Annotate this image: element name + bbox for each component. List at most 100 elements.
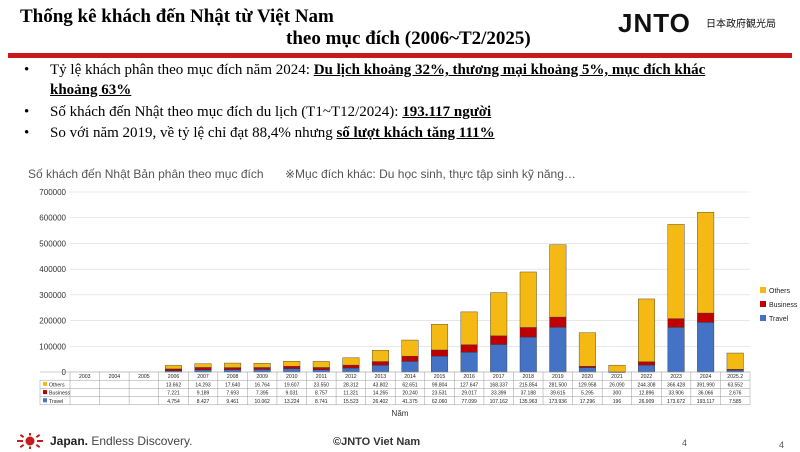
bar-travel-2010 bbox=[283, 368, 301, 373]
data-label: 43.802 bbox=[373, 382, 389, 388]
bar-others-2023 bbox=[667, 224, 685, 319]
data-label: 15.523 bbox=[343, 399, 359, 405]
bar-others-2007 bbox=[194, 363, 212, 368]
bar-business-2023 bbox=[667, 318, 685, 328]
data-label: 62.060 bbox=[432, 399, 448, 405]
data-label: 26.402 bbox=[373, 399, 389, 405]
chart-footnote: ※Mục đích khác: Du học sinh, thực tập si… bbox=[285, 167, 576, 181]
bar-travel-2019 bbox=[549, 327, 567, 373]
data-label: 20.240 bbox=[402, 391, 418, 397]
data-label: 391.990 bbox=[697, 382, 715, 388]
data-label: 10.062 bbox=[255, 399, 271, 405]
bullet-text: Tỷ lệ khách phân theo mục đích năm 2024: bbox=[50, 62, 314, 78]
x-tick-label: 2006 bbox=[168, 374, 180, 380]
data-label: 33.399 bbox=[491, 391, 507, 397]
data-label: 13.224 bbox=[284, 399, 300, 405]
bar-travel-2024 bbox=[697, 322, 715, 373]
data-label: 244.308 bbox=[637, 382, 655, 388]
x-tick-label: 2008 bbox=[227, 374, 239, 380]
x-tick-label: 2017 bbox=[493, 374, 505, 380]
legend-swatch-travel bbox=[760, 315, 766, 321]
x-tick-label: 2018 bbox=[522, 374, 534, 380]
table-legend-swatch-business bbox=[43, 390, 47, 395]
data-label: 19.607 bbox=[284, 382, 300, 388]
bar-travel-2025.2 bbox=[726, 369, 744, 373]
legend-label-others: Others bbox=[769, 288, 791, 295]
bar-others-2021 bbox=[608, 364, 626, 373]
x-tick-label: 2015 bbox=[434, 374, 446, 380]
data-label: 366.428 bbox=[667, 382, 685, 388]
y-tick-label: 600000 bbox=[39, 214, 66, 223]
data-label: 7.395 bbox=[256, 391, 269, 397]
bullet-highlight: Du lịch khoảng 32%, thương mại khoảng 5%… bbox=[313, 62, 706, 78]
data-label: 26.909 bbox=[639, 399, 655, 405]
chart-title: Số khách đến Nhật Bản phân theo mục đích bbox=[28, 167, 264, 181]
bar-others-2025.2 bbox=[726, 352, 744, 370]
data-label: 7.221 bbox=[167, 391, 180, 397]
data-label: 17.640 bbox=[225, 382, 241, 388]
data-label: 4.754 bbox=[167, 399, 180, 405]
data-label: 193.117 bbox=[697, 399, 715, 405]
legend-swatch-others bbox=[760, 287, 766, 293]
x-tick-label: 2005 bbox=[138, 374, 150, 380]
bar-others-2016 bbox=[460, 311, 478, 345]
japan-logo-icon bbox=[17, 433, 43, 449]
bar-travel-2008 bbox=[224, 369, 242, 373]
bar-others-2019 bbox=[549, 244, 567, 318]
bullet-dot: • bbox=[24, 104, 30, 120]
bar-business-2017 bbox=[490, 335, 508, 345]
bar-travel-2020 bbox=[578, 367, 596, 373]
bar-travel-2014 bbox=[401, 361, 419, 373]
bar-others-2008 bbox=[224, 362, 242, 368]
data-label: 135.963 bbox=[519, 399, 537, 405]
y-tick-label: 400000 bbox=[39, 265, 66, 274]
data-label: 77.099 bbox=[461, 399, 477, 405]
data-label: 5.295 bbox=[581, 391, 594, 397]
data-label: 9.031 bbox=[285, 391, 298, 397]
brand-tagline: Endless Discovery. bbox=[88, 434, 193, 448]
data-label: 107.162 bbox=[490, 399, 508, 405]
bullet-dot: • bbox=[24, 125, 30, 141]
x-tick-label: 2023 bbox=[670, 374, 682, 380]
legend-swatch-business bbox=[760, 301, 766, 307]
x-tick-label: 2010 bbox=[286, 374, 298, 380]
bar-business-2008 bbox=[224, 367, 242, 370]
x-tick-label: 2025.2 bbox=[727, 374, 743, 380]
title-divider bbox=[8, 53, 792, 58]
data-label: 168.337 bbox=[490, 382, 508, 388]
data-label: 41.375 bbox=[402, 399, 418, 405]
table-series-label: Others bbox=[49, 382, 65, 388]
bar-travel-2017 bbox=[490, 344, 508, 373]
table-series-label: Business bbox=[49, 391, 70, 397]
bar-travel-2018 bbox=[519, 336, 537, 373]
copyright: ©JNTO Viet Nam bbox=[333, 436, 421, 448]
legend-label-business: Business bbox=[769, 302, 798, 309]
data-label: 12.896 bbox=[639, 391, 655, 397]
x-tick-label: 2007 bbox=[197, 374, 209, 380]
x-tick-label: 2009 bbox=[256, 374, 268, 380]
bar-business-2012 bbox=[342, 364, 360, 369]
data-label: 36.066 bbox=[698, 391, 714, 397]
bullet-dot: • bbox=[24, 62, 30, 78]
data-label: 8.757 bbox=[315, 391, 328, 397]
x-tick-label: 2003 bbox=[79, 374, 91, 380]
x-tick-label: 2014 bbox=[404, 374, 416, 380]
bar-travel-2012 bbox=[342, 367, 360, 373]
bar-others-2009 bbox=[253, 363, 271, 368]
data-label: 26.090 bbox=[609, 382, 625, 388]
data-label: 8.427 bbox=[197, 399, 210, 405]
y-tick-label: 0 bbox=[62, 368, 67, 377]
x-tick-label: 2011 bbox=[316, 374, 327, 380]
data-label: 62.651 bbox=[402, 382, 418, 388]
x-tick-label: 2021 bbox=[611, 374, 623, 380]
japan-brand-tagline: Japan. Endless Discovery. bbox=[50, 434, 193, 448]
y-tick-label: 200000 bbox=[39, 317, 66, 326]
stacked-bar-chart: 0 100000 200000 300000 400000 500000 600000 700… bbox=[39, 188, 798, 418]
data-label: 300 bbox=[613, 391, 622, 397]
bullet-text: Số khách đến Nhật theo mục đích du lịch … bbox=[50, 104, 403, 120]
page-number-outer: 4 bbox=[779, 440, 785, 450]
x-tick-label: 2013 bbox=[375, 374, 387, 380]
page-number-inner: 4 bbox=[682, 438, 688, 448]
bullet-highlight: số lượt khách tăng 111% bbox=[336, 125, 495, 141]
data-label: 29.017 bbox=[461, 391, 477, 397]
